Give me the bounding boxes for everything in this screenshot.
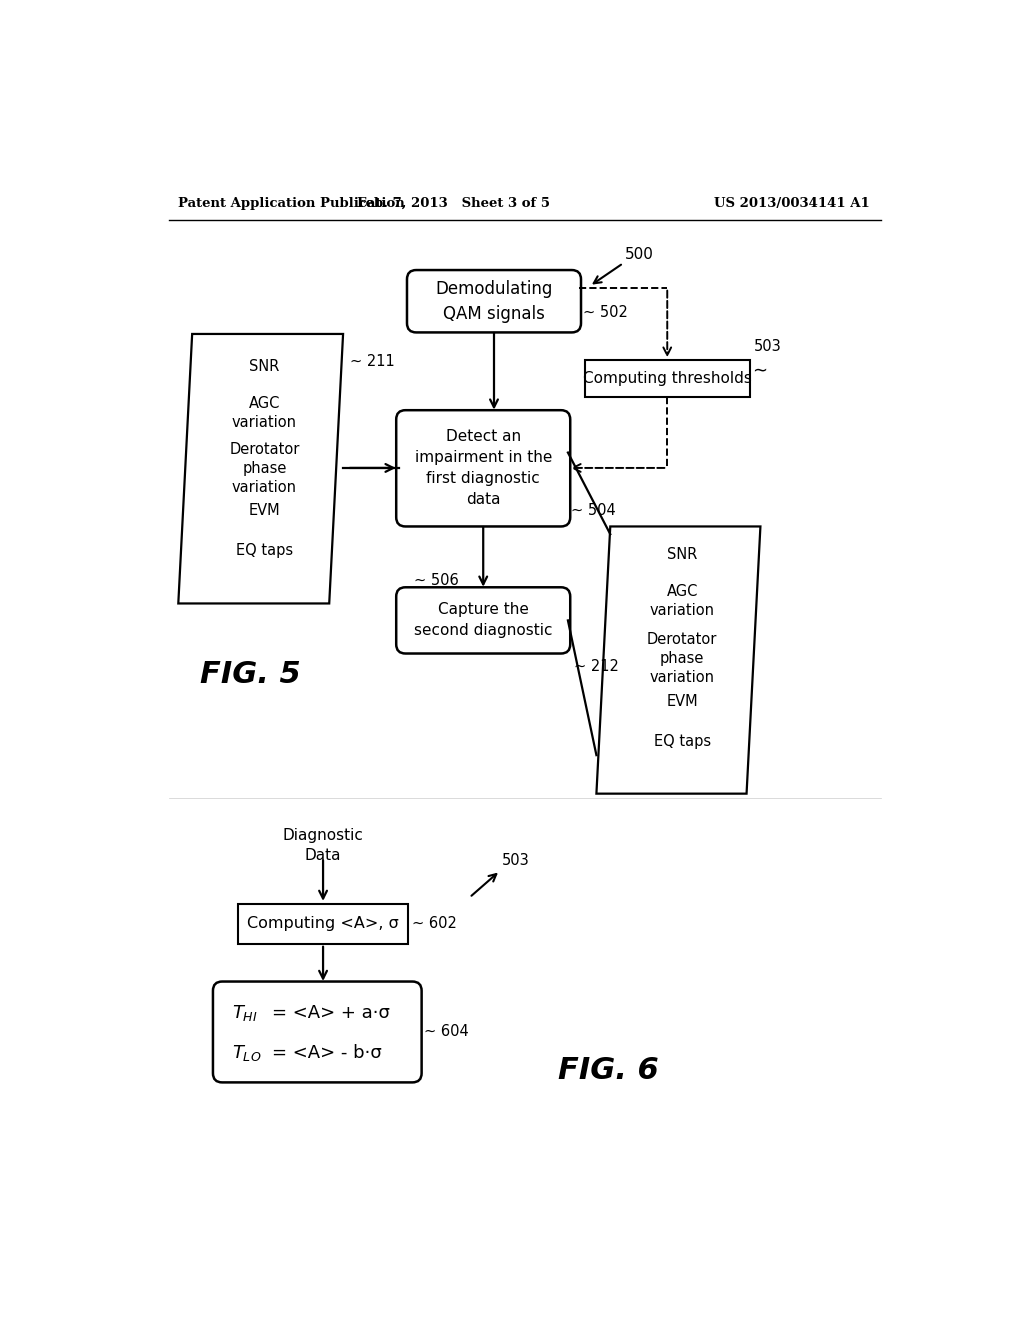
Text: Derotator
phase
variation: Derotator phase variation: [647, 632, 718, 685]
Text: EQ taps: EQ taps: [653, 734, 711, 750]
Text: AGC
variation: AGC variation: [232, 396, 297, 430]
Text: FIG. 6: FIG. 6: [558, 1056, 658, 1085]
FancyBboxPatch shape: [396, 411, 570, 527]
Polygon shape: [596, 527, 761, 793]
Polygon shape: [178, 334, 343, 603]
FancyBboxPatch shape: [407, 271, 581, 333]
Text: Detect an
impairment in the
first diagnostic
data: Detect an impairment in the first diagno…: [415, 429, 552, 507]
Text: ∼: ∼: [752, 363, 767, 380]
Text: EVM: EVM: [249, 503, 281, 519]
Text: AGC
variation: AGC variation: [650, 585, 715, 618]
Text: ∼ 604: ∼ 604: [424, 1024, 469, 1039]
Text: Computing thresholds: Computing thresholds: [584, 371, 752, 387]
FancyBboxPatch shape: [396, 587, 570, 653]
Text: ∼ 506: ∼ 506: [414, 573, 459, 587]
Text: ∼ 602: ∼ 602: [413, 916, 458, 932]
Text: ∼ 212: ∼ 212: [574, 659, 618, 675]
Text: $T_{HI}$: $T_{HI}$: [232, 1003, 258, 1023]
Text: ∼ 504: ∼ 504: [571, 503, 615, 517]
Text: ∼ 211: ∼ 211: [350, 354, 394, 370]
Text: Derotator
phase
variation: Derotator phase variation: [229, 442, 300, 495]
Text: Patent Application Publication: Patent Application Publication: [178, 197, 406, 210]
Text: SNR: SNR: [250, 359, 280, 374]
Text: = <A> + a·σ: = <A> + a·σ: [272, 1005, 390, 1022]
Text: Feb. 7, 2013   Sheet 3 of 5: Feb. 7, 2013 Sheet 3 of 5: [357, 197, 551, 210]
Text: 503: 503: [755, 339, 782, 354]
Text: 500: 500: [625, 247, 653, 261]
Text: EQ taps: EQ taps: [236, 544, 293, 558]
Text: Capture the
second diagnostic: Capture the second diagnostic: [414, 602, 553, 639]
Text: FIG. 5: FIG. 5: [200, 660, 300, 689]
Text: Computing <A>, σ: Computing <A>, σ: [247, 916, 399, 932]
Text: ∼ 502: ∼ 502: [583, 305, 628, 319]
Text: 503: 503: [502, 853, 529, 869]
Bar: [585, 360, 751, 397]
Text: $T_{LO}$: $T_{LO}$: [232, 1043, 262, 1063]
Text: Demodulating
QAM signals: Demodulating QAM signals: [435, 280, 553, 322]
Text: EVM: EVM: [667, 693, 698, 709]
FancyBboxPatch shape: [213, 982, 422, 1082]
Text: = <A> - b·σ: = <A> - b·σ: [272, 1044, 382, 1063]
Text: Diagnostic
Data: Diagnostic Data: [283, 829, 364, 863]
Bar: [239, 904, 408, 944]
Text: SNR: SNR: [667, 548, 697, 562]
Text: US 2013/0034141 A1: US 2013/0034141 A1: [714, 197, 869, 210]
